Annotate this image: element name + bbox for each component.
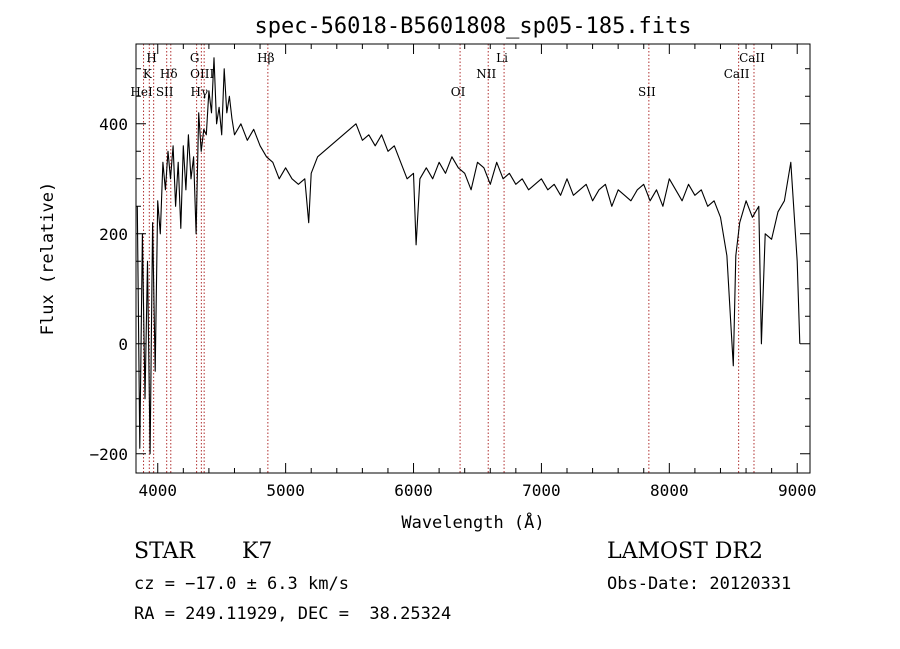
obs-date: Obs-Date: 20120331 bbox=[607, 574, 792, 594]
coordinates-text: RA = 249.11929, DEC = 38.25324 bbox=[134, 604, 452, 624]
line-marker-label: G bbox=[190, 51, 200, 65]
line-marker-label: Li bbox=[496, 51, 508, 65]
line-marker-label: SII bbox=[638, 85, 656, 99]
x-tick-label: 7000 bbox=[522, 481, 561, 500]
line-marker-label: HeI bbox=[130, 85, 153, 99]
y-tick-label: 400 bbox=[99, 115, 128, 134]
spectrum-line bbox=[136, 57, 801, 455]
y-axis-label: Flux (relative) bbox=[38, 182, 58, 336]
line-marker-label: Hβ bbox=[257, 51, 274, 65]
redshift-text: cz = −17.0 ± 6.3 km/s bbox=[134, 574, 349, 594]
chart-title: spec-56018-B5601808_sp05-185.fits bbox=[254, 14, 691, 39]
y-tick-label: 200 bbox=[99, 225, 128, 244]
x-axis-label: Wavelength (Å) bbox=[401, 511, 544, 533]
line-marker-label: H bbox=[146, 51, 156, 65]
y-tick-label: −200 bbox=[89, 445, 128, 464]
plot-frame bbox=[135, 43, 811, 474]
line-marker-label: Hγ bbox=[191, 85, 209, 99]
x-tick-label: 8000 bbox=[650, 481, 689, 500]
line-marker-label: OI bbox=[451, 85, 466, 99]
line-marker-label: OIII bbox=[190, 67, 214, 81]
line-marker-label: K bbox=[143, 67, 153, 81]
object-subclass: K7 bbox=[242, 539, 273, 564]
x-tick-label: 9000 bbox=[778, 481, 817, 500]
x-tick-label: 6000 bbox=[394, 481, 433, 500]
object-class: STAR bbox=[134, 539, 195, 564]
x-tick-label: 4000 bbox=[138, 481, 177, 500]
y-tick-label: 0 bbox=[118, 335, 128, 354]
line-marker-label: CaII bbox=[739, 51, 765, 65]
line-marker-label: Hδ bbox=[160, 67, 178, 81]
line-marker-label: CaII bbox=[724, 67, 750, 81]
line-marker-label: NII bbox=[476, 67, 496, 81]
line-marker-label: SII bbox=[156, 85, 174, 99]
survey-name: LAMOST DR2 bbox=[607, 539, 763, 564]
x-tick-label: 5000 bbox=[266, 481, 305, 500]
